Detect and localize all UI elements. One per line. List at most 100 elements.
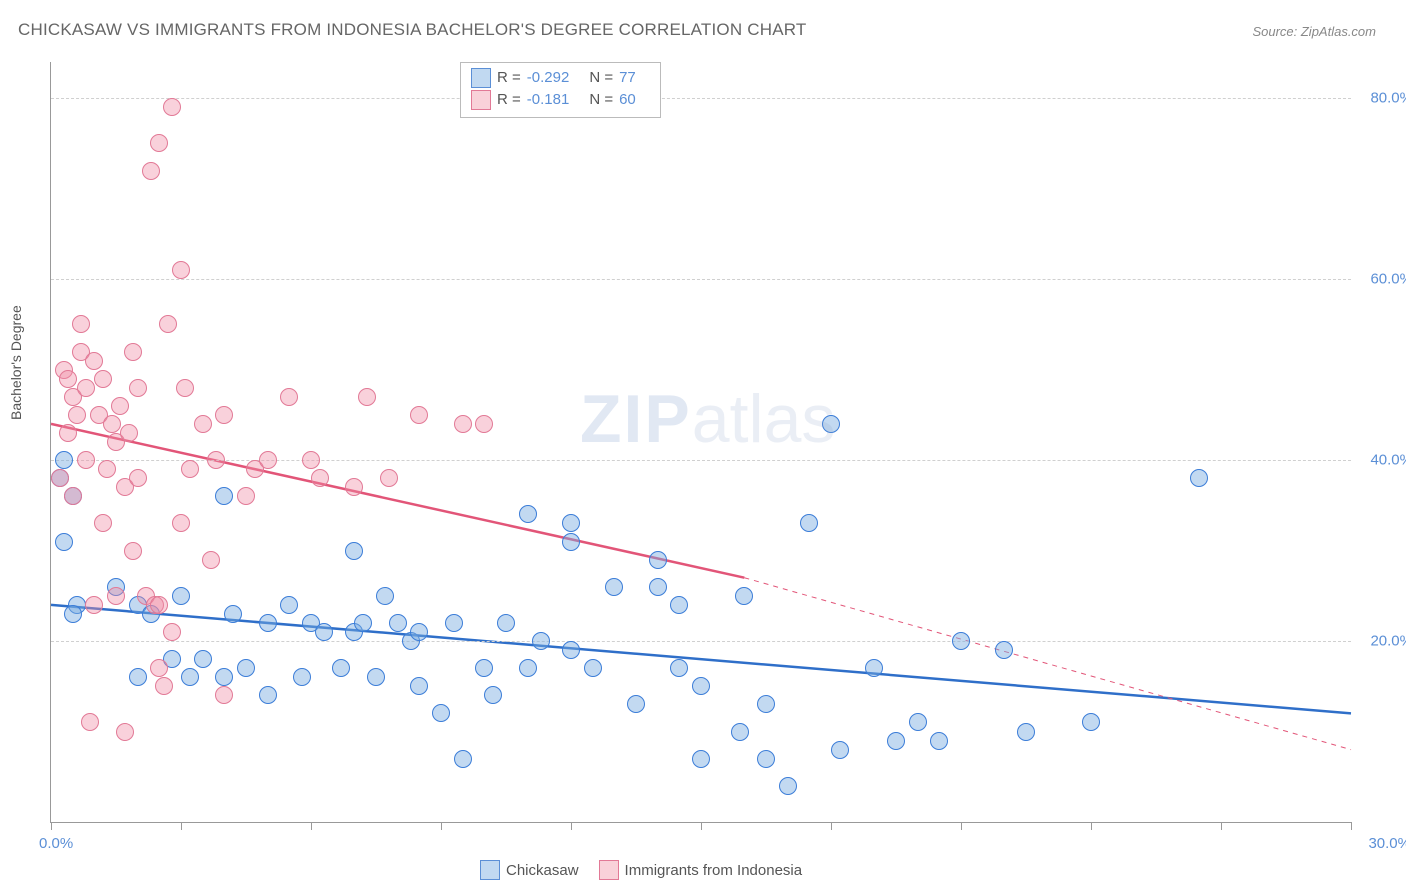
- data-point: [649, 551, 667, 569]
- data-point: [345, 478, 363, 496]
- data-point: [670, 659, 688, 677]
- data-point: [207, 451, 225, 469]
- data-point: [172, 261, 190, 279]
- legend-label: Immigrants from Indonesia: [625, 862, 803, 879]
- data-point: [930, 732, 948, 750]
- x-tick: [441, 822, 442, 830]
- data-point: [605, 578, 623, 596]
- n-label: N =: [589, 89, 613, 111]
- data-point: [757, 750, 775, 768]
- data-point: [1190, 469, 1208, 487]
- data-point: [124, 343, 142, 361]
- gridline: [51, 98, 1351, 99]
- data-point: [194, 415, 212, 433]
- trend-line: [51, 424, 744, 578]
- data-point: [259, 451, 277, 469]
- r-value: -0.292: [527, 67, 570, 89]
- data-point: [81, 713, 99, 731]
- n-label: N =: [589, 67, 613, 89]
- data-point: [475, 659, 493, 677]
- data-point: [51, 469, 69, 487]
- data-point: [454, 415, 472, 433]
- data-point: [345, 542, 363, 560]
- x-tick-label-min: 0.0%: [39, 835, 73, 852]
- data-point: [215, 406, 233, 424]
- trend-lines-svg: [51, 62, 1351, 822]
- data-point: [332, 659, 350, 677]
- data-point: [129, 379, 147, 397]
- data-point: [692, 677, 710, 695]
- data-point: [831, 741, 849, 759]
- gridline: [51, 460, 1351, 461]
- data-point: [454, 750, 472, 768]
- data-point: [150, 134, 168, 152]
- data-point: [259, 686, 277, 704]
- data-point: [293, 668, 311, 686]
- data-point: [150, 596, 168, 614]
- x-tick: [181, 822, 182, 830]
- data-point: [389, 614, 407, 632]
- x-tick: [961, 822, 962, 830]
- y-tick-label: 80.0%: [1370, 90, 1406, 107]
- data-point: [380, 469, 398, 487]
- data-point: [367, 668, 385, 686]
- data-point: [150, 659, 168, 677]
- data-point: [311, 469, 329, 487]
- data-point: [72, 315, 90, 333]
- data-point: [237, 487, 255, 505]
- data-point: [111, 397, 129, 415]
- legend-stat-row: R =-0.292N =77: [471, 67, 650, 89]
- data-point: [376, 587, 394, 605]
- data-point: [432, 704, 450, 722]
- data-point: [172, 514, 190, 532]
- data-point: [259, 614, 277, 632]
- plot-area: 20.0%40.0%60.0%80.0%0.0%30.0%: [50, 62, 1351, 823]
- data-point: [484, 686, 502, 704]
- source-prefix: Source:: [1252, 24, 1300, 39]
- data-point: [68, 406, 86, 424]
- data-point: [77, 379, 95, 397]
- chart-title: CHICKASAW VS IMMIGRANTS FROM INDONESIA B…: [18, 20, 807, 40]
- y-tick-label: 60.0%: [1370, 271, 1406, 288]
- data-point: [627, 695, 645, 713]
- gridline: [51, 641, 1351, 642]
- source-label: Source: ZipAtlas.com: [1252, 24, 1376, 39]
- data-point: [1017, 723, 1035, 741]
- data-point: [519, 659, 537, 677]
- data-point: [159, 315, 177, 333]
- data-point: [59, 370, 77, 388]
- data-point: [94, 370, 112, 388]
- data-point: [887, 732, 905, 750]
- x-tick: [831, 822, 832, 830]
- data-point: [358, 388, 376, 406]
- legend-swatch: [480, 860, 500, 880]
- n-value: 77: [619, 67, 636, 89]
- data-point: [237, 659, 255, 677]
- data-point: [519, 505, 537, 523]
- data-point: [757, 695, 775, 713]
- x-tick: [571, 822, 572, 830]
- x-tick: [311, 822, 312, 830]
- data-point: [280, 596, 298, 614]
- trend-line-extrapolated: [744, 578, 1351, 750]
- data-point: [497, 614, 515, 632]
- legend-bottom: ChickasawImmigrants from Indonesia: [480, 860, 802, 880]
- data-point: [410, 406, 428, 424]
- data-point: [670, 596, 688, 614]
- data-point: [562, 641, 580, 659]
- data-point: [129, 469, 147, 487]
- data-point: [800, 514, 818, 532]
- gridline: [51, 279, 1351, 280]
- data-point: [731, 723, 749, 741]
- data-point: [562, 514, 580, 532]
- y-tick-label: 40.0%: [1370, 452, 1406, 469]
- data-point: [215, 686, 233, 704]
- data-point: [98, 460, 116, 478]
- data-point: [865, 659, 883, 677]
- x-tick: [1091, 822, 1092, 830]
- data-point: [779, 777, 797, 795]
- data-point: [735, 587, 753, 605]
- data-point: [822, 415, 840, 433]
- data-point: [181, 668, 199, 686]
- data-point: [103, 415, 121, 433]
